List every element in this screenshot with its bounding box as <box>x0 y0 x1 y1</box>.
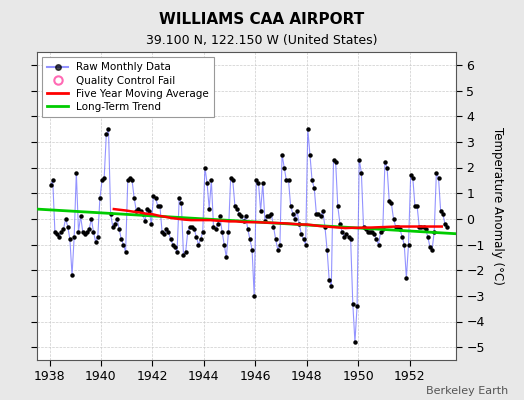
Y-axis label: Temperature Anomaly (°C): Temperature Anomaly (°C) <box>491 127 504 285</box>
Text: WILLIAMS CAA AIRPORT: WILLIAMS CAA AIRPORT <box>159 12 365 27</box>
Text: 39.100 N, 122.150 W (United States): 39.100 N, 122.150 W (United States) <box>146 34 378 47</box>
Legend: Raw Monthly Data, Quality Control Fail, Five Year Moving Average, Long-Term Tren: Raw Monthly Data, Quality Control Fail, … <box>42 57 214 117</box>
Text: Berkeley Earth: Berkeley Earth <box>426 386 508 396</box>
